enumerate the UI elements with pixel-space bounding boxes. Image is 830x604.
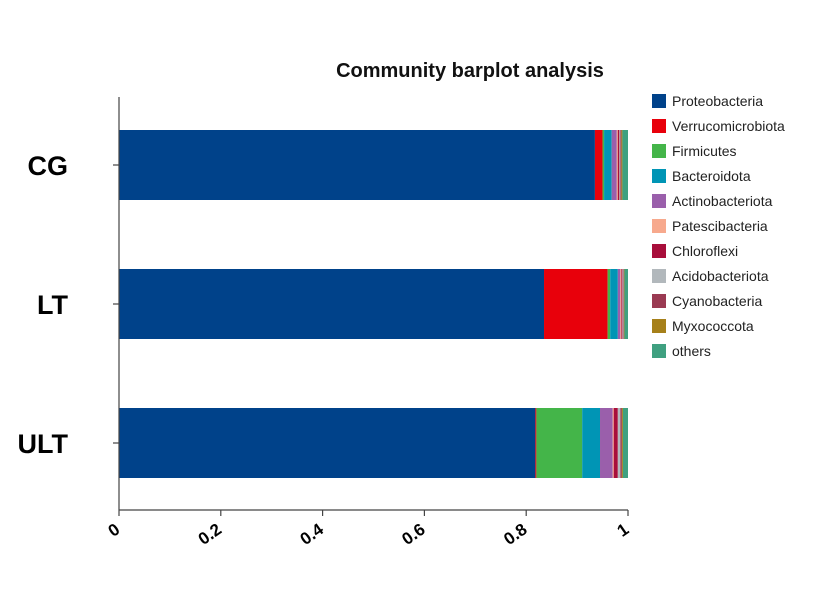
bar-segment-lt-acidobacteriota	[622, 269, 624, 339]
legend-swatch-cyanobacteria	[652, 294, 666, 308]
bar-segment-ult-chloroflexi	[613, 408, 618, 478]
legend-swatch-patescibacteria	[652, 219, 666, 233]
bar-segment-ult-others	[622, 408, 628, 478]
legend-swatch-chloroflexi	[652, 244, 666, 258]
bar-segment-lt-patescibacteria	[620, 269, 622, 339]
bar-segment-ult-verrucomicrobiota	[535, 408, 537, 478]
bar-segment-lt-firmicutes	[607, 269, 611, 339]
legend-label-acidobacteriota: Acidobacteriota	[672, 268, 769, 284]
legend-item-actinobacteriota: Actinobacteriota	[652, 193, 773, 209]
legend-label-firmicutes: Firmicutes	[672, 143, 737, 159]
legend-swatch-actinobacteriota	[652, 194, 666, 208]
legend-item-others: others	[652, 343, 711, 359]
bar-segment-ult-bacteroidota	[582, 408, 601, 478]
bar-segment-cg-actinobacteriota	[611, 130, 617, 200]
bar-segment-ult-myxococcota	[621, 408, 623, 478]
bar-segment-lt-chloroflexi	[621, 269, 623, 339]
bar-segment-cg-others	[622, 130, 628, 200]
bar-segment-cg-patescibacteria	[616, 130, 618, 200]
x-tick-label-4: 0.8	[500, 520, 530, 549]
legend-label-chloroflexi: Chloroflexi	[672, 243, 738, 259]
legend-swatch-others	[652, 344, 666, 358]
bar-segment-cg-myxococcota	[621, 130, 623, 200]
legend-swatch-myxococcota	[652, 319, 666, 333]
legend-label-proteobacteria: Proteobacteria	[672, 93, 763, 109]
legend-swatch-acidobacteriota	[652, 269, 666, 283]
bar-segment-ult-acidobacteriota	[617, 408, 621, 478]
x-tick-label-2: 0.4	[297, 519, 328, 548]
bar-group-cg	[119, 130, 628, 200]
bar-group-ult	[119, 408, 628, 478]
bar-segment-cg-verrucomicrobiota	[594, 130, 603, 200]
bar-segment-cg-bacteroidota	[604, 130, 612, 200]
legend-label-bacteroidota: Bacteroidota	[672, 168, 751, 184]
legend-label-cyanobacteria: Cyanobacteria	[672, 293, 762, 309]
legend-label-others: others	[672, 343, 711, 359]
bar-segment-cg-acidobacteriota	[619, 130, 621, 200]
x-tick-label-1: 0.2	[195, 520, 225, 549]
legend-item-proteobacteria: Proteobacteria	[652, 93, 763, 109]
bar-segment-ult-patescibacteria	[612, 408, 614, 478]
bar-segment-lt-cyanobacteria	[623, 269, 624, 339]
bar-segment-lt-verrucomicrobiota	[544, 269, 608, 339]
bar-segment-lt-bacteroidota	[610, 269, 618, 339]
legend-item-firmicutes: Firmicutes	[652, 143, 737, 159]
bar-segment-lt-actinobacteriota	[617, 269, 621, 339]
legend-swatch-proteobacteria	[652, 94, 666, 108]
legend-item-patescibacteria: Patescibacteria	[652, 218, 768, 234]
bar-segment-cg-proteobacteria	[119, 130, 595, 200]
legend-item-myxococcota: Myxococcota	[652, 318, 754, 334]
legend-item-acidobacteriota: Acidobacteriota	[652, 268, 769, 284]
bar-segment-ult-cyanobacteria	[620, 408, 622, 478]
y-tick-label-lt: LT	[37, 290, 68, 320]
legend-swatch-bacteroidota	[652, 169, 666, 183]
chart-title: Community barplot analysis	[336, 60, 604, 82]
legend-label-actinobacteriota: Actinobacteriota	[672, 193, 773, 209]
legend-item-verrucomicrobiota: Verrucomicrobiota	[652, 118, 785, 134]
bar-segment-cg-firmicutes	[602, 130, 605, 200]
bar-segment-lt-myxococcota	[623, 269, 625, 339]
bar-segment-ult-proteobacteria	[119, 408, 536, 478]
bar-segment-lt-proteobacteria	[119, 269, 545, 339]
x-tick-label-0: 0	[105, 520, 124, 541]
bar-segment-cg-cyanobacteria	[620, 130, 622, 200]
legend-swatch-firmicutes	[652, 144, 666, 158]
legend-item-cyanobacteria: Cyanobacteria	[652, 293, 762, 309]
legend-item-bacteroidota: Bacteroidota	[652, 168, 751, 184]
legend: Proteobacteria Verrucomicrobiota Firmicute…	[652, 93, 785, 359]
legend-swatch-verrucomicrobiota	[652, 119, 666, 133]
legend-label-patescibacteria: Patescibacteria	[672, 218, 768, 234]
x-tick-label-3: 0.6	[398, 520, 428, 549]
bar-segment-ult-actinobacteriota	[600, 408, 613, 478]
legend-label-verrucomicrobiota: Verrucomicrobiota	[672, 118, 785, 134]
legend-label-myxococcota: Myxococcota	[672, 318, 754, 334]
bar-segment-ult-firmicutes	[536, 408, 583, 478]
stacked-bars	[119, 130, 628, 478]
bar-segment-lt-others	[624, 269, 628, 339]
y-tick-label-ult: ULT	[18, 429, 69, 459]
y-tick-label-cg: CG	[28, 151, 69, 181]
bar-segment-cg-chloroflexi	[617, 130, 620, 200]
x-tick-label-5: 1	[614, 520, 633, 541]
bar-group-lt	[119, 269, 628, 339]
legend-item-chloroflexi: Chloroflexi	[652, 243, 738, 259]
